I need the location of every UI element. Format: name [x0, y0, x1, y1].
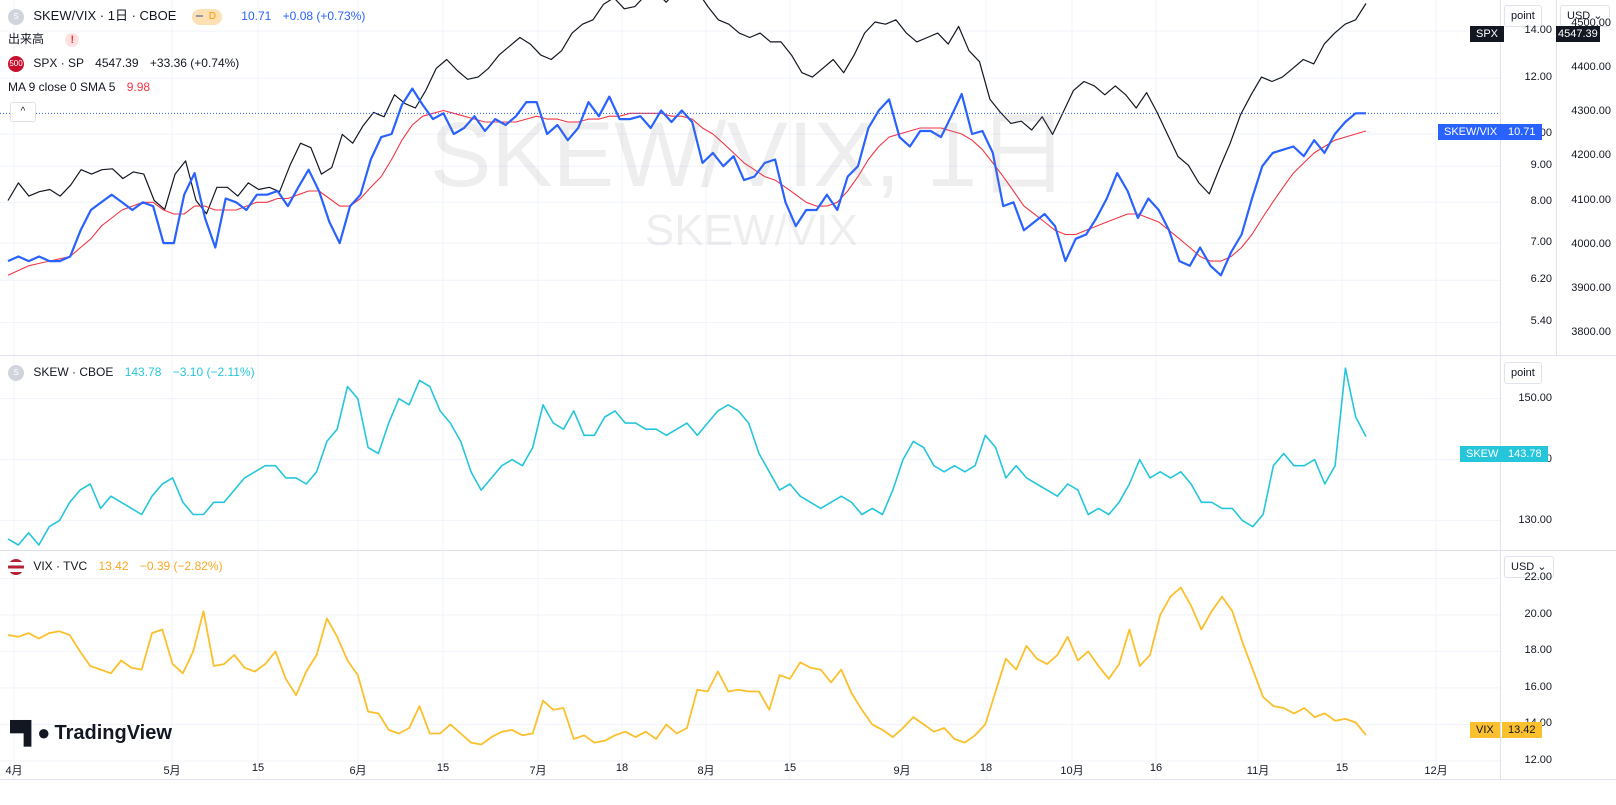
us-flag-icon [8, 558, 24, 575]
time-axis-tick: 18 [979, 762, 993, 774]
time-axis-tick: 11月 [1246, 765, 1270, 777]
time-axis-tick: 6月 [349, 765, 367, 777]
ratio-axis-tick: 7.00 [1530, 236, 1552, 249]
skew-line [7, 367, 1367, 546]
currency-select-bottom[interactable]: USD ⌄ [1504, 556, 1554, 578]
watermark-main: SKEW/VIX, 1日 [430, 104, 1070, 206]
vix-axis-tick: 22.00 [1524, 571, 1552, 584]
time-axis-tick: 16 [1149, 762, 1163, 774]
spx-axis-border [1556, 0, 1557, 356]
tradingview-logo-text: TradingView [54, 721, 172, 744]
vix-legend: VIX · TVC 13.42 −0.39 (−2.82%) [8, 558, 223, 575]
vix-line [7, 586, 1367, 746]
skew-symbol[interactable]: SKEW · CBOE [33, 365, 114, 379]
time-axis-tick: 10月 [1060, 765, 1084, 777]
spx-logo-icon: 500 [8, 55, 24, 72]
vix-axis-tick: 12.00 [1524, 753, 1552, 766]
main-legend: S SKEW/VIX · 1日 · CBOE D 10.71 +0.08 (+0… [8, 8, 365, 25]
spx-name-tag: SPX [1470, 26, 1505, 42]
time-axis-tick: 12月 [1424, 765, 1448, 777]
warning-icon[interactable]: ! [65, 32, 80, 47]
spx-axis-tick: 4200.00 [1571, 149, 1611, 162]
vix-value-tag: 13.42 [1502, 722, 1542, 738]
ma-legend: MA 9 close 0 SMA 5 9.98 [8, 79, 150, 95]
spx-value: 4547.39 [95, 56, 139, 70]
vix-symbol[interactable]: VIX · TVC [33, 559, 88, 573]
spx-axis-tick: 4100.00 [1571, 193, 1611, 206]
chevron-down-icon: ⌄ [1593, 10, 1603, 22]
spx-value-tag: 4547.39 [1556, 26, 1600, 42]
unit-select-mid[interactable]: point [1504, 362, 1542, 384]
chevron-down-icon: ⌄ [1537, 561, 1547, 573]
ratio-value-tag: 10.71 [1502, 124, 1542, 140]
spx-line [7, 0, 1367, 215]
main-value: 10.71 [241, 9, 272, 23]
time-axis-tick: 9月 [893, 765, 911, 777]
spx-legend: 500 SPX · SP 4547.39 +33.36 (+0.74%) [8, 55, 239, 72]
unit-select-top[interactable]: point [1504, 5, 1542, 27]
currency-select-top[interactable]: USD ⌄ [1560, 5, 1610, 27]
collapse-legend-button[interactable]: ^ [10, 102, 36, 122]
spx-symbol[interactable]: SPX · SP [33, 56, 84, 70]
pane-divider-1[interactable] [0, 355, 1616, 356]
symbol-logo-icon: S [8, 8, 24, 25]
ratio-axis-tick: 12.00 [1524, 71, 1552, 84]
ratio-axis-tick: 6.20 [1530, 273, 1552, 286]
spx-axis-tick: 4300.00 [1571, 105, 1611, 118]
time-axis-tick: 15 [1335, 762, 1349, 774]
vix-name-tag: VIX [1470, 722, 1500, 738]
vix-axis-tick: 18.00 [1524, 644, 1552, 657]
vix-axis-tick: 20.00 [1524, 607, 1552, 620]
watermark-sub: SKEW/VIX [645, 206, 858, 255]
ma-value: 9.98 [126, 80, 151, 94]
time-axis-tick: 5月 [163, 765, 181, 777]
skew-change: −3.10 (−2.11%) [172, 365, 255, 379]
skew-logo-icon: S [8, 364, 24, 381]
ma-label[interactable]: MA 9 close 0 SMA 5 [8, 80, 116, 94]
time-axis-border [0, 779, 1616, 780]
skew-value-tag: 143.78 [1502, 446, 1548, 462]
spx-axis-tick: 3900.00 [1571, 281, 1611, 294]
main-change: +0.08 (+0.73%) [282, 9, 366, 23]
skew-legend: S SKEW · CBOE 143.78 −3.10 (−2.11%) [8, 364, 255, 381]
vix-change: −0.39 (−2.82%) [139, 559, 223, 573]
pane-divider-2[interactable] [0, 550, 1616, 551]
volume-label[interactable]: 出来高 [8, 32, 45, 46]
main-symbol-title[interactable]: SKEW/VIX · 1日 · CBOE [33, 8, 177, 23]
vix-value: 13.42 [98, 559, 129, 573]
vix-axis-tick: 16.00 [1524, 680, 1552, 693]
ratio-line [7, 87, 1366, 277]
ratio-axis-tick: 14.00 [1524, 24, 1552, 37]
time-axis-tick: 7月 [529, 765, 547, 777]
spx-change: +33.36 (+0.74%) [149, 56, 240, 70]
time-axis-tick: 15 [783, 762, 797, 774]
price-axis-border [1500, 0, 1501, 779]
spx-axis-tick: 4400.00 [1571, 61, 1611, 74]
spx-axis-tick: 3800.00 [1571, 325, 1611, 338]
interval-badge[interactable]: D [191, 8, 222, 25]
time-axis-tick: 4月 [5, 765, 23, 777]
volume-legend: 出来高 ! [8, 31, 80, 47]
ratio-axis-tick: 9.00 [1530, 159, 1552, 172]
spx-axis-tick: 4000.00 [1571, 237, 1611, 250]
tradingview-logo-icon: ▀▌● [10, 720, 50, 745]
time-axis-tick: 15 [251, 762, 265, 774]
ratio-axis-tick: 8.00 [1530, 195, 1552, 208]
skew-axis-tick: 130.00 [1518, 513, 1552, 526]
skew-value: 143.78 [124, 365, 162, 379]
time-axis-tick: 15 [436, 762, 450, 774]
time-axis-tick: 18 [615, 762, 629, 774]
tradingview-logo[interactable]: ▀▌● TradingView [10, 720, 172, 746]
skew-name-tag: SKEW [1460, 446, 1505, 462]
dash-icon [195, 15, 203, 18]
ratio-name-tag: SKEW/VIX [1438, 124, 1504, 140]
time-axis-tick: 8月 [697, 765, 715, 777]
skew-axis-tick: 150.00 [1518, 391, 1552, 404]
ratio-axis-tick: 5.40 [1530, 315, 1552, 328]
